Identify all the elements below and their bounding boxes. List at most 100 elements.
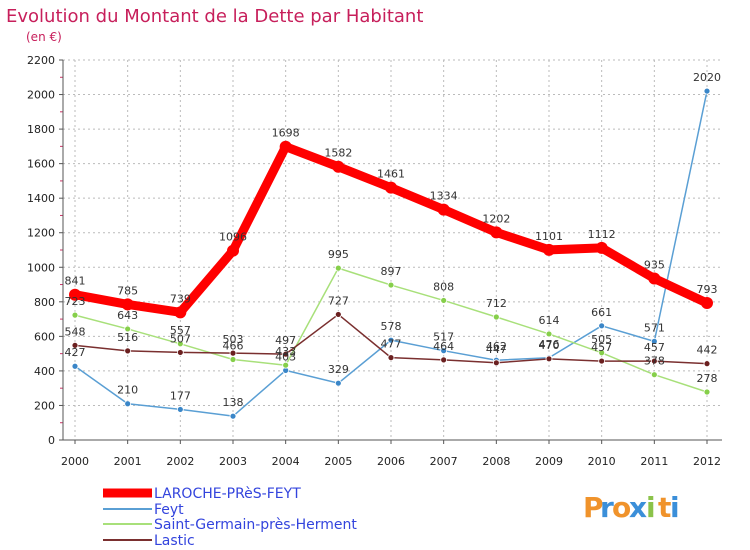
y-tick-label: 0	[48, 434, 55, 447]
data-point	[437, 203, 450, 216]
logo-letter: i	[670, 491, 680, 524]
data-point	[332, 160, 345, 173]
logo-letter: r	[600, 491, 614, 524]
data-point	[229, 412, 237, 420]
data-point	[229, 349, 237, 357]
data-label: 571	[644, 321, 665, 334]
data-point	[545, 330, 553, 338]
x-tick-label: 2002	[166, 455, 194, 468]
data-labels: 427 210 177 138 403 329 578 517 462 476 661 571 2020…	[65, 71, 722, 409]
data-point	[703, 360, 711, 368]
logo-letter: x	[629, 491, 647, 524]
data-point	[387, 281, 395, 289]
data-label: 1582	[324, 147, 352, 160]
data-point	[387, 336, 395, 344]
data-label: 505	[591, 333, 612, 346]
data-label: 138	[223, 396, 244, 409]
chart-title: Evolution du Montant de la Dette par Hab…	[6, 6, 423, 27]
data-label: 548	[65, 325, 86, 338]
data-point	[492, 313, 500, 321]
data-label: 177	[170, 389, 191, 402]
x-tick-label: 2005	[324, 455, 352, 468]
x-tick-label: 2007	[430, 455, 458, 468]
data-label: 464	[433, 340, 454, 353]
data-label: 1202	[482, 212, 510, 225]
data-point	[385, 181, 397, 194]
data-point	[282, 350, 290, 358]
logo-letter: P	[583, 491, 604, 524]
y-tick-label: 2200	[27, 54, 55, 67]
data-point	[648, 272, 661, 285]
data-label: 614	[539, 314, 560, 327]
x-tick-label: 2010	[588, 455, 616, 468]
data-point	[334, 311, 342, 318]
data-label: 457	[591, 341, 612, 354]
data-point	[279, 140, 292, 153]
logo-letter: i	[646, 491, 656, 524]
data-label: 712	[486, 297, 507, 310]
data-point	[650, 337, 658, 345]
data-label: 1096	[219, 231, 247, 244]
x-tick-label: 2006	[377, 455, 405, 468]
data-label: 442	[697, 344, 718, 357]
data-point	[227, 244, 239, 257]
data-point	[543, 243, 555, 256]
y-tick-label: 1200	[27, 227, 55, 240]
data-label: 516	[117, 331, 138, 344]
data-label: 808	[433, 280, 454, 293]
data-label: 503	[223, 333, 244, 346]
data-label: 841	[65, 275, 86, 288]
data-label: 643	[117, 309, 138, 322]
data-label: 995	[328, 248, 349, 261]
x-tick-label: 2011	[640, 455, 668, 468]
data-point	[387, 354, 395, 362]
data-label: 517	[433, 331, 454, 344]
data-label: 329	[328, 363, 349, 376]
data-label: 477	[381, 338, 402, 351]
data-point	[124, 347, 132, 355]
data-label: 497	[275, 334, 296, 347]
y-tick-label: 200	[34, 399, 55, 412]
data-label: 466	[223, 340, 244, 353]
y-tick-label: 1800	[27, 123, 55, 136]
data-point	[229, 356, 237, 363]
data-point	[703, 87, 711, 95]
data-label: 470	[539, 339, 560, 352]
y-tick-label: 400	[34, 365, 55, 378]
data-point	[71, 311, 79, 319]
data-label: 427	[65, 346, 86, 359]
logo-letter: t	[658, 491, 671, 524]
legend-label: Saint-Germain-près-Herment	[154, 517, 357, 533]
data-point	[71, 362, 79, 370]
data-point	[598, 349, 606, 357]
data-point	[492, 359, 500, 367]
data-point	[69, 288, 81, 301]
data-point	[121, 298, 134, 311]
data-label: 2020	[693, 71, 721, 84]
data-point	[598, 322, 606, 330]
data-point	[490, 226, 503, 239]
data-point	[124, 325, 132, 333]
data-label: 793	[697, 283, 718, 296]
data-label: 897	[381, 265, 402, 278]
data-point	[174, 306, 187, 319]
data-point	[176, 406, 184, 413]
axes: 0 200 400 600 800 1000 1200 1400 1600 1800 2000 220…	[27, 54, 722, 468]
y-tick-label: 800	[34, 296, 55, 309]
data-point	[650, 357, 658, 365]
y-tick-label: 2000	[27, 89, 55, 102]
data-label: 1698	[272, 127, 300, 140]
data-label: 433	[275, 345, 296, 358]
data-point	[282, 361, 290, 369]
data-label: 210	[117, 384, 138, 397]
data-point	[176, 349, 184, 356]
grid	[63, 59, 722, 440]
data-point	[650, 371, 658, 379]
data-label: 507	[170, 332, 191, 345]
y-tick-label: 1000	[27, 261, 55, 274]
data-label: 578	[381, 320, 402, 333]
legend: LAROCHE-PRèS-FEYTFeytSaint-Germain-près-…	[103, 486, 357, 549]
data-point	[440, 347, 448, 355]
data-label: 935	[644, 259, 665, 272]
